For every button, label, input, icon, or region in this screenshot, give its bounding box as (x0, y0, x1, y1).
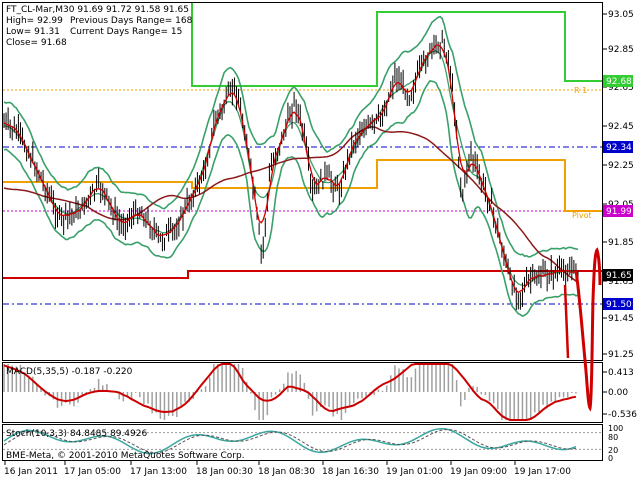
price-badge-label: 92.68 (606, 77, 632, 87)
macd-signal-line (3, 363, 577, 421)
forecast-curve (3, 44, 602, 412)
macd-tick-label: 0.413 (608, 368, 634, 378)
time-tick-label: 18 Jan 08:30 (258, 467, 315, 477)
forecast-line (3, 44, 578, 294)
macd-axis: 0.413 0.00 -0.536 (603, 368, 637, 420)
price-tick-label: 91.45 (608, 314, 634, 324)
price-tick-label: 91.25 (608, 350, 634, 360)
price-tick-label: 91.85 (608, 238, 634, 248)
panel-frames (2, 2, 603, 461)
pivot-step-line (3, 159, 602, 212)
stochastic-label: Stoch(10,3,3) 84.8485 89.4926 (6, 429, 147, 439)
price-badge (603, 75, 633, 87)
stoch-signal-line (3, 428, 576, 454)
price-badge (603, 269, 633, 281)
price-tick-label: 92.85 (608, 45, 634, 55)
pivot-label: Pivot (572, 211, 592, 220)
price-tick-label: 92.25 (608, 161, 634, 171)
symbol-line: FT_CL-Mar,M30 91.69 91.72 91.58 91.65 (6, 5, 189, 15)
price-tick-label: 92.65 (608, 83, 634, 93)
chart-header: FT_CL-Mar,M30 91.69 91.72 91.58 91.65 Hi… (6, 5, 193, 48)
time-tick-label: 19 Jan 01:00 (386, 467, 443, 477)
price-badge-label: 91.65 (606, 271, 632, 281)
time-tick-label: 16 Jan 2011 (4, 467, 58, 477)
support-step-line (3, 270, 602, 279)
time-tick-label: 19 Jan 09:00 (450, 467, 507, 477)
stoch-tick-label: 80 (608, 433, 618, 442)
stoch-main-line (3, 427, 577, 455)
macd-panel[interactable]: MACD(5,35,5) -0.187 -0.220 0.413 0.00 -0.5… (3, 363, 637, 421)
high-label: High= 92.99 (6, 16, 63, 26)
time-tick-label: 17 Jan 05:00 (64, 467, 121, 477)
macd-signal (3, 363, 577, 421)
price-badge (603, 298, 633, 310)
macd-tick-label: -0.536 (608, 410, 637, 420)
stoch-tick-label: 0 (608, 454, 613, 463)
price-badge (603, 205, 633, 217)
macd-tick-label: 0.00 (608, 388, 628, 398)
watermark: BME-Meta, © 2001-2010 MetaQuotes Softwar… (6, 451, 245, 461)
macd-label: MACD(5,35,5) -0.187 -0.220 (6, 367, 133, 377)
previous-range-label: Previous Days Range= 168 (70, 16, 193, 26)
forecast-projection (574, 247, 602, 412)
r1-label: R 1 (574, 86, 587, 95)
price-badge-label: 91.50 (606, 300, 632, 310)
upper-band (3, 15, 579, 258)
level-lines (3, 3, 602, 305)
low-label: Low= 91.31 (6, 27, 60, 37)
time-tick-label: 18 Jan 16:30 (322, 467, 379, 477)
stoch-tick-label: 100 (608, 424, 623, 433)
price-tick-label: 93.05 (608, 10, 634, 20)
close-label: Close= 91.68 (6, 38, 67, 48)
price-tick-label: 92.45 (608, 122, 634, 132)
price-badge-label: 91.99 (606, 207, 632, 217)
price-panel[interactable] (3, 3, 602, 412)
stochastic-lines (3, 427, 602, 455)
time-tick-label: 18 Jan 00:30 (196, 467, 253, 477)
forecast-drop (563, 284, 570, 359)
time-axis: 16 Jan 2011 17 Jan 05:00 17 Jan 13:00 18 Ja… (4, 461, 571, 477)
lower-band (3, 80, 579, 317)
stoch-tick-label: 20 (608, 446, 618, 455)
moving-average (3, 126, 579, 284)
price-tick-label: 91.65 (608, 277, 634, 287)
current-range-label: Current Days Range= 15 (70, 27, 182, 37)
slow-ma-line (3, 126, 579, 284)
resistance-step-line (191, 3, 602, 87)
price-axis[interactable]: 93.0592.8592.6592.4592.2592.0591.8591.65… (603, 10, 634, 360)
time-tick-label: 17 Jan 13:00 (130, 467, 187, 477)
time-tick-label: 19 Jan 17:00 (514, 467, 571, 477)
price-badge-label: 92.34 (606, 143, 632, 153)
price-badge (603, 141, 633, 153)
